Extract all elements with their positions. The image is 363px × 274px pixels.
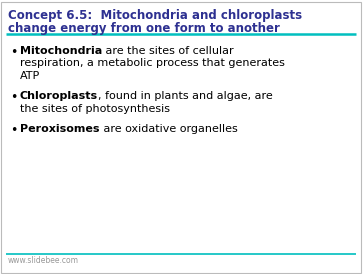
Text: Concept 6.5:  Mitochondria and chloroplasts: Concept 6.5: Mitochondria and chloroplas… xyxy=(8,9,302,22)
Text: are the sites of cellular: are the sites of cellular xyxy=(102,46,234,56)
Text: •: • xyxy=(10,124,17,137)
Text: ATP: ATP xyxy=(20,71,40,81)
Text: •: • xyxy=(10,91,17,104)
Text: change energy from one form to another: change energy from one form to another xyxy=(8,22,280,35)
Text: www.slidebee.com: www.slidebee.com xyxy=(8,256,79,265)
Text: Peroxisomes: Peroxisomes xyxy=(20,124,99,134)
Text: respiration, a metabolic process that generates: respiration, a metabolic process that ge… xyxy=(20,58,285,68)
Text: •: • xyxy=(10,46,17,59)
Text: the sites of photosynthesis: the sites of photosynthesis xyxy=(20,104,170,114)
Text: , found in plants and algae, are: , found in plants and algae, are xyxy=(98,91,273,101)
Text: Mitochondria: Mitochondria xyxy=(20,46,102,56)
Text: are oxidative organelles: are oxidative organelles xyxy=(99,124,237,134)
Text: Chloroplasts: Chloroplasts xyxy=(20,91,98,101)
